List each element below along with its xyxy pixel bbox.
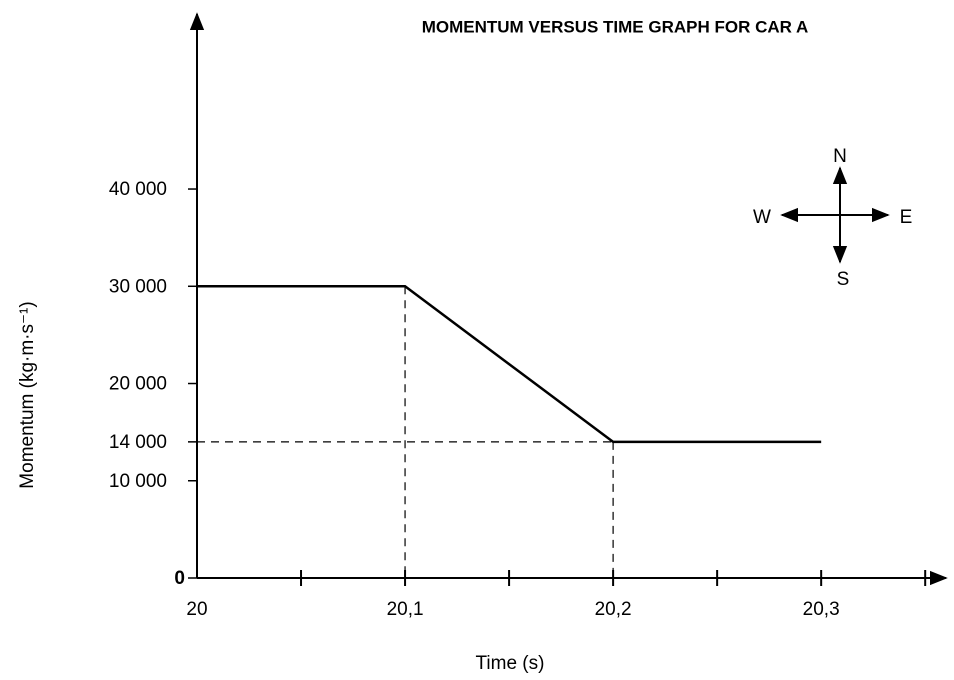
x-tick-label: 20 xyxy=(186,599,207,620)
compass-label: S xyxy=(837,269,850,290)
y-tick-label: 14 000 xyxy=(109,432,167,453)
x-tick-label: 20,3 xyxy=(803,599,840,620)
compass-label: N xyxy=(833,146,847,167)
x-axis-label: Time (s) xyxy=(476,653,545,674)
chart-title: MOMENTUM VERSUS TIME GRAPH FOR CAR A xyxy=(422,17,809,36)
compass-label: E xyxy=(900,207,913,228)
x-tick-label: 20,2 xyxy=(595,599,632,620)
y-tick-label: 0 xyxy=(174,568,185,589)
y-axis-label: Momentum (kg·m·s⁻¹) xyxy=(17,301,38,488)
x-tick-label: 20,1 xyxy=(387,599,424,620)
y-tick-label: 30 000 xyxy=(109,276,167,297)
y-tick-label: 10 000 xyxy=(109,471,167,492)
compass-label: W xyxy=(753,207,771,228)
data-line xyxy=(197,285,822,444)
y-tick-label: 20 000 xyxy=(109,374,167,395)
y-tick-label: 40 000 xyxy=(109,179,167,200)
compass: N S E W xyxy=(753,146,912,290)
